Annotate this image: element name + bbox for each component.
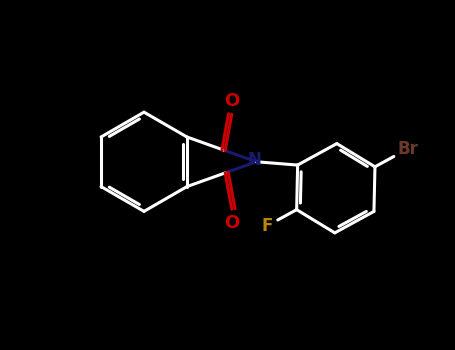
Text: O: O [224, 92, 239, 110]
Text: Br: Br [398, 140, 419, 158]
Text: O: O [224, 214, 239, 232]
Text: F: F [262, 217, 273, 235]
Text: N: N [248, 151, 262, 169]
